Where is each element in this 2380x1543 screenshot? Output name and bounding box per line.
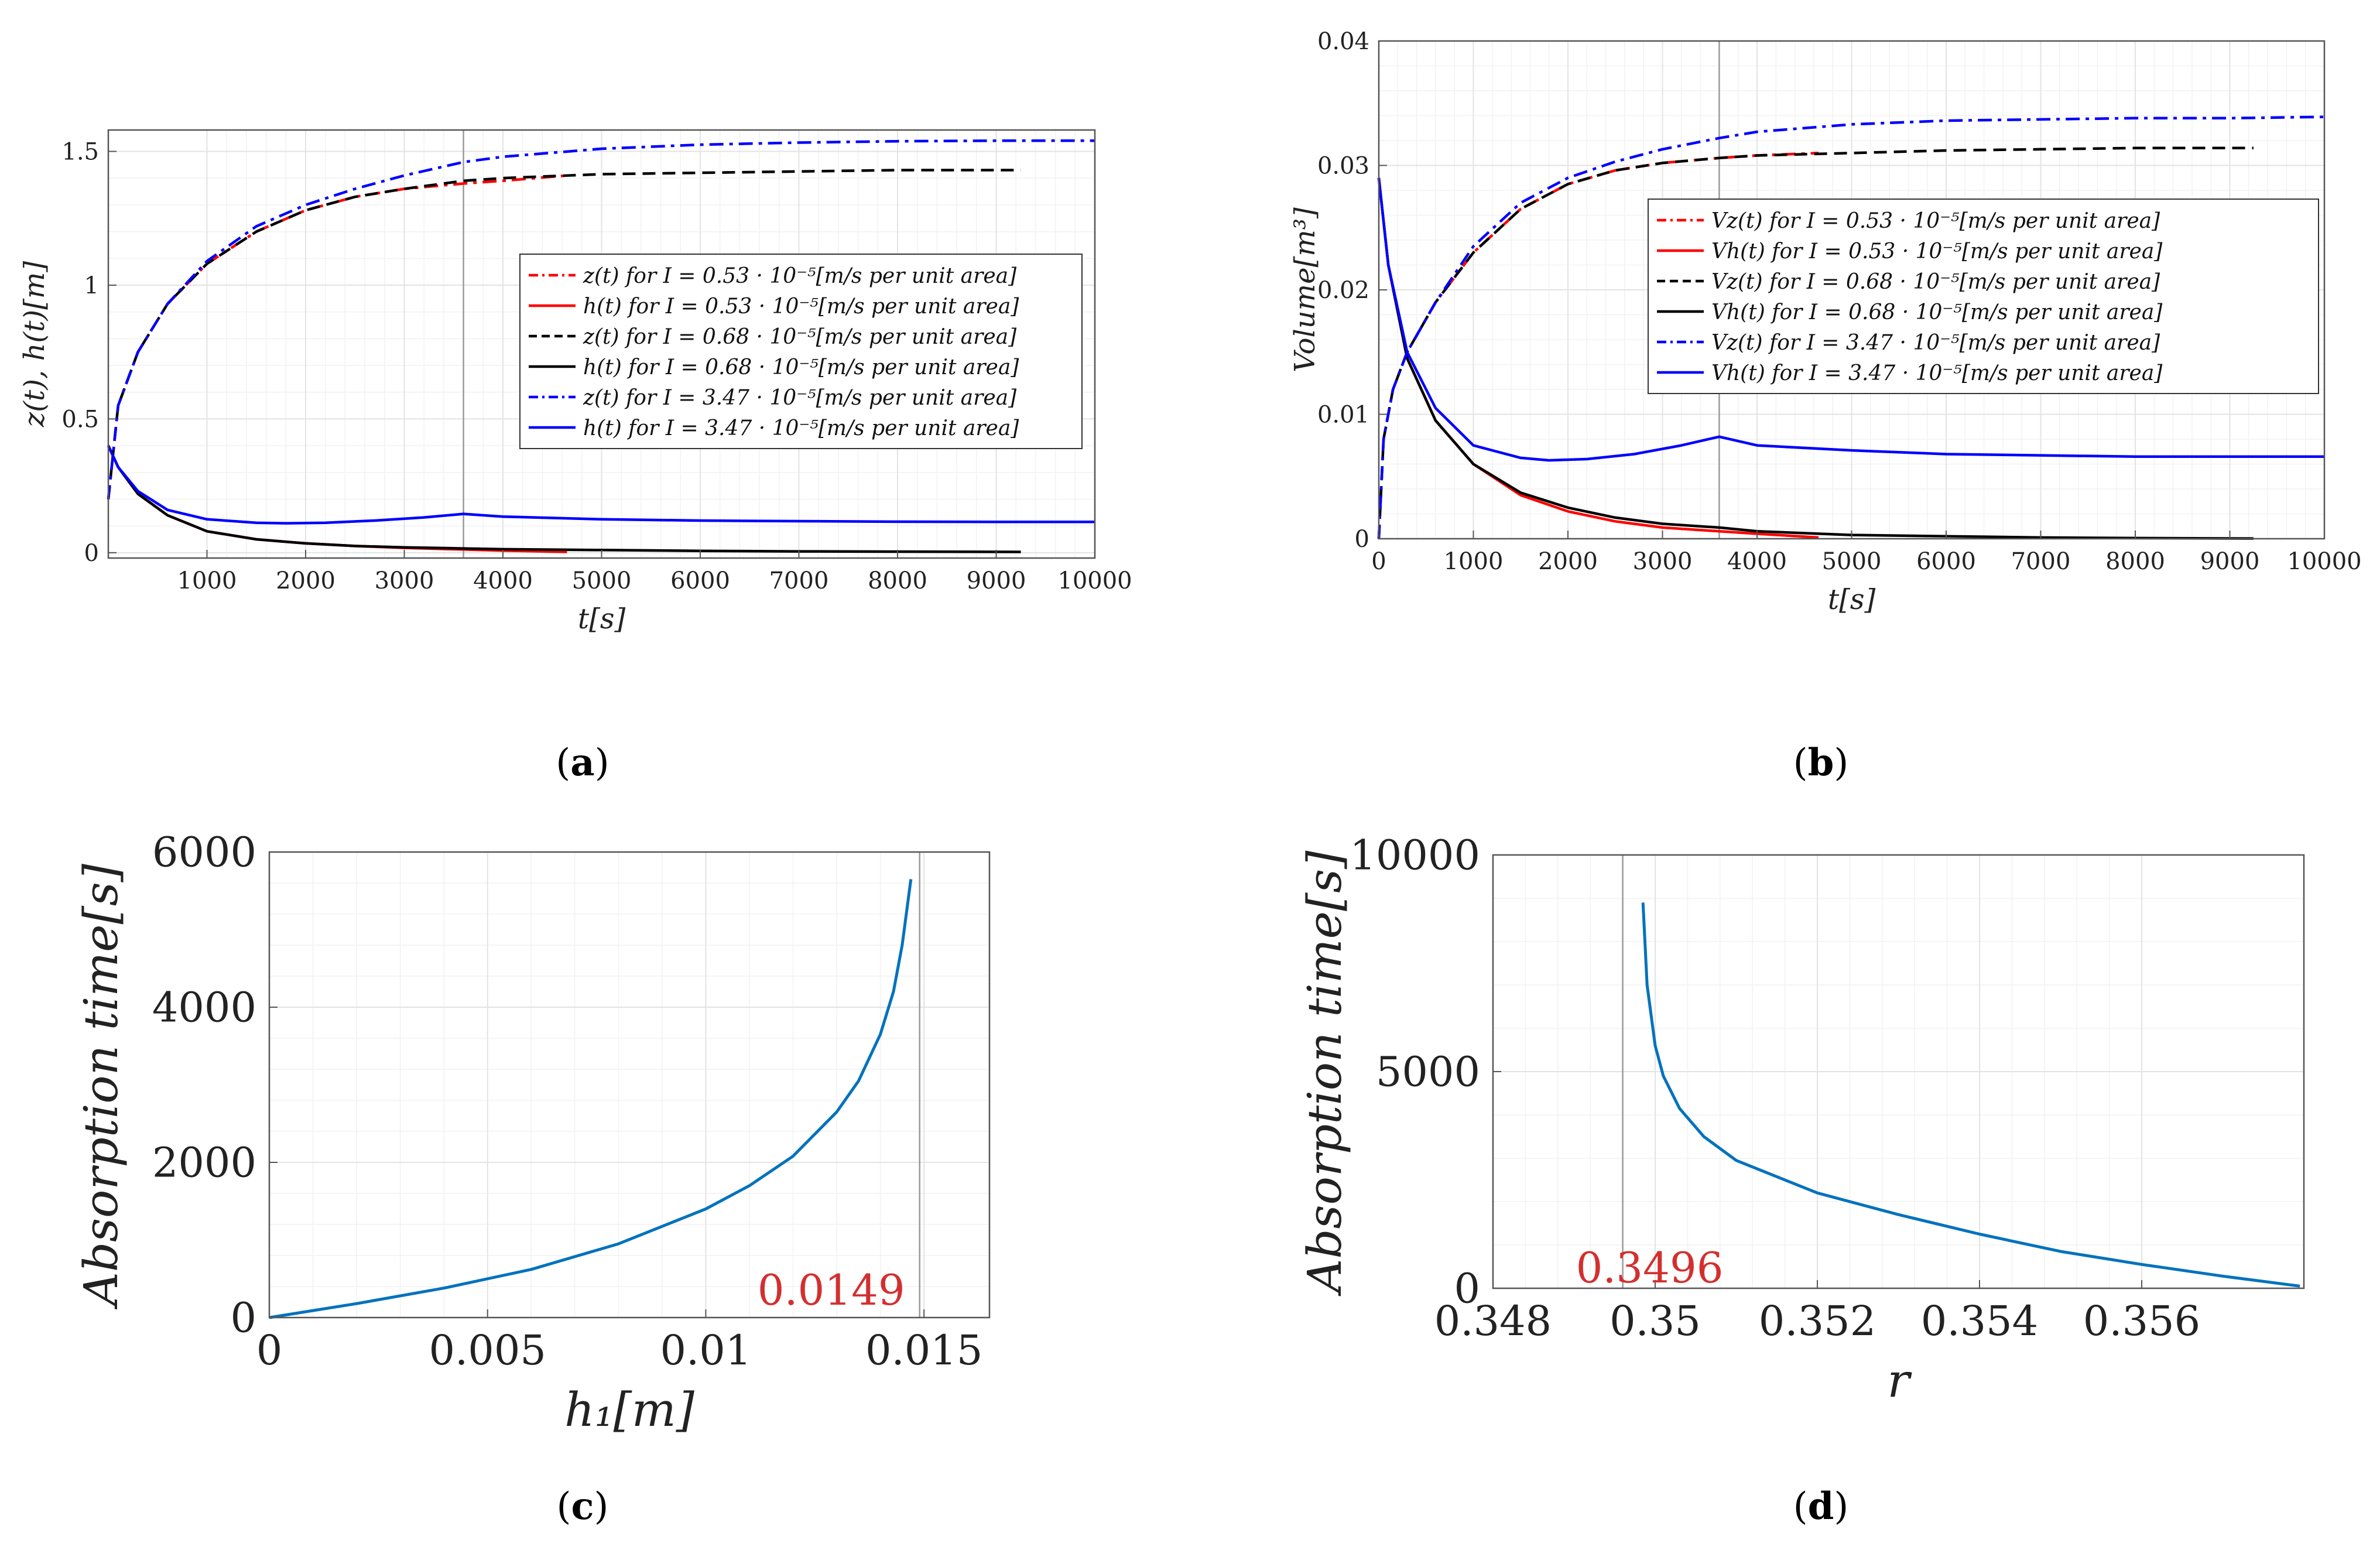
y-tick-label: 6000 [152, 829, 256, 877]
axes-box [268, 851, 991, 1319]
x-tick-label: 0.015 [865, 1326, 982, 1374]
chart-panel-d: 0.348 0.35 0.352 0.354 0.356 0 5000 10000 r Absor… [1297, 832, 2305, 1408]
legend-box [1648, 199, 2319, 394]
legend-entry: h(t) for I = 0.68 · 10⁻⁵[m/s per unit ar… [583, 355, 1019, 379]
x-tick-label: 7000 [2011, 548, 2071, 575]
x-tick-label: 8000 [868, 567, 927, 594]
vline-annotation: 0.3496 [1576, 1243, 1724, 1292]
x-axis-label: t[s] [578, 603, 626, 635]
x-tick-label: 4000 [1727, 548, 1787, 575]
series-line-5 [107, 445, 1095, 525]
legend-entry: Vz(t) for I = 0.68 · 10⁻⁵[m/s per unit a… [1711, 270, 2160, 294]
series-line-0 [269, 879, 913, 1319]
x-tick-label: 10000 [1057, 567, 1132, 594]
y-tick-label: 10000 [1350, 832, 1480, 880]
x-tick-label: 3000 [375, 567, 434, 594]
y-tick-label: 0.04 [1317, 28, 1369, 55]
y-tick-label: 0.03 [1317, 153, 1369, 180]
x-tick-label: 0 [1371, 548, 1386, 575]
x-tick-label: 10000 [2287, 548, 2361, 575]
x-tick-label: 5000 [572, 567, 632, 594]
y-tick-label: 1.5 [61, 139, 99, 166]
series-line-3 [1377, 177, 2254, 540]
x-axis-label: r [1887, 1353, 1912, 1408]
x-tick-label: 1000 [177, 567, 237, 594]
series-line-4 [1377, 115, 2325, 539]
y-tick-label: 0 [1454, 1265, 1480, 1313]
legend-entry: h(t) for I = 0.53 · 10⁻⁵[m/s per unit ar… [583, 295, 1019, 319]
y-axis-label: Absorption time[s] [74, 863, 128, 1310]
y-tick-label: 0.01 [1317, 402, 1369, 429]
x-tick-label: 1000 [1444, 548, 1504, 575]
caption-d: (d) [1793, 1484, 1849, 1528]
legend-entry: z(t) for I = 0.53 · 10⁻⁵[m/s per unit ar… [583, 264, 1017, 288]
legend-entry: Vh(t) for I = 3.47 · 10⁻⁵[m/s per unit a… [1711, 361, 2163, 385]
y-tick-label: 0.02 [1317, 277, 1369, 304]
x-tick-label: 2000 [1538, 548, 1598, 575]
x-tick-label: 6000 [670, 567, 730, 594]
y-tick-label: 0 [230, 1294, 256, 1342]
y-tick-label: 0 [1355, 526, 1369, 553]
x-tick-label: 0.356 [2083, 1297, 2200, 1345]
series-line-5 [1377, 177, 2324, 462]
chart-panel-b: 0 1000 2000 3000 4000 5000 6000 7000 8000 9000 100… [1289, 28, 2362, 616]
legend-box [519, 254, 1083, 449]
series-line-2 [1377, 146, 2254, 539]
legend-entry: z(t) for I = 0.68 · 10⁻⁵[m/s per unit ar… [583, 325, 1017, 349]
x-tick-label: 0.352 [1759, 1297, 1876, 1345]
y-tick-label: 2000 [152, 1139, 256, 1187]
y-tick-label: 1 [84, 272, 99, 299]
x-tick-label: 9000 [2200, 548, 2260, 575]
y-axis-label: z(t), h(t)[m] [18, 261, 51, 427]
vline-annotation: 0.0149 [758, 1265, 905, 1315]
x-tick-label: 0.005 [429, 1326, 546, 1374]
x-tick-label: 0.35 [1610, 1297, 1701, 1345]
x-tick-label: 0.01 [660, 1326, 752, 1374]
x-tick-label: 8000 [2105, 548, 2165, 575]
y-tick-label: 0 [84, 540, 99, 567]
x-tick-label: 4000 [473, 567, 533, 594]
x-tick-label: 3000 [1633, 548, 1693, 575]
series-line-4 [107, 139, 1095, 499]
legend-entry: z(t) for I = 3.47 · 10⁻⁵[m/s per unit ar… [583, 386, 1017, 410]
legend-entry: h(t) for I = 3.47 · 10⁻⁵[m/s per unit ar… [583, 416, 1019, 440]
x-axis-label: t[s] [1828, 583, 1876, 616]
chart-panel-c: 0 0.005 0.01 0.015 0 2000 4000 6000 h₁[m] Absorpt… [74, 829, 991, 1437]
x-tick-label: 9000 [967, 567, 1026, 594]
chart-panel-a: 1000 2000 3000 4000 5000 6000 7000 8000 9000 1000… [18, 129, 1132, 635]
x-axis-label: h₁[m] [564, 1383, 695, 1437]
legend-entry: Vh(t) for I = 0.53 · 10⁻⁵[m/s per unit a… [1711, 240, 2163, 264]
x-tick-label: 0 [256, 1326, 283, 1374]
x-tick-label: 5000 [1822, 548, 1882, 575]
y-axis-label: Volume[m³] [1289, 207, 1321, 372]
y-tick-label: 5000 [1376, 1048, 1480, 1096]
y-axis-label: Absorption time[s] [1297, 850, 1352, 1297]
legend-entry: Vz(t) for I = 3.47 · 10⁻⁵[m/s per unit a… [1711, 331, 2160, 355]
legend-entry: Vh(t) for I = 0.68 · 10⁻⁵[m/s per unit a… [1711, 300, 2163, 324]
caption-a: (a) [556, 741, 609, 785]
caption-b: (b) [1793, 741, 1849, 785]
y-tick-label: 0.5 [61, 406, 99, 433]
plot-area [269, 852, 989, 1318]
x-tick-label: 0.348 [1434, 1297, 1552, 1345]
caption-c: (c) [556, 1484, 609, 1528]
x-tick-label: 0.354 [1921, 1297, 2038, 1345]
x-tick-label: 7000 [769, 567, 829, 594]
series-line-3 [107, 445, 1021, 553]
legend-entry: Vz(t) for I = 0.53 · 10⁻⁵[m/s per unit a… [1711, 209, 2160, 233]
y-tick-label: 4000 [152, 984, 256, 1032]
x-tick-label: 6000 [1916, 548, 1976, 575]
x-tick-label: 2000 [276, 567, 335, 594]
series-line-0 [1641, 902, 2300, 1288]
